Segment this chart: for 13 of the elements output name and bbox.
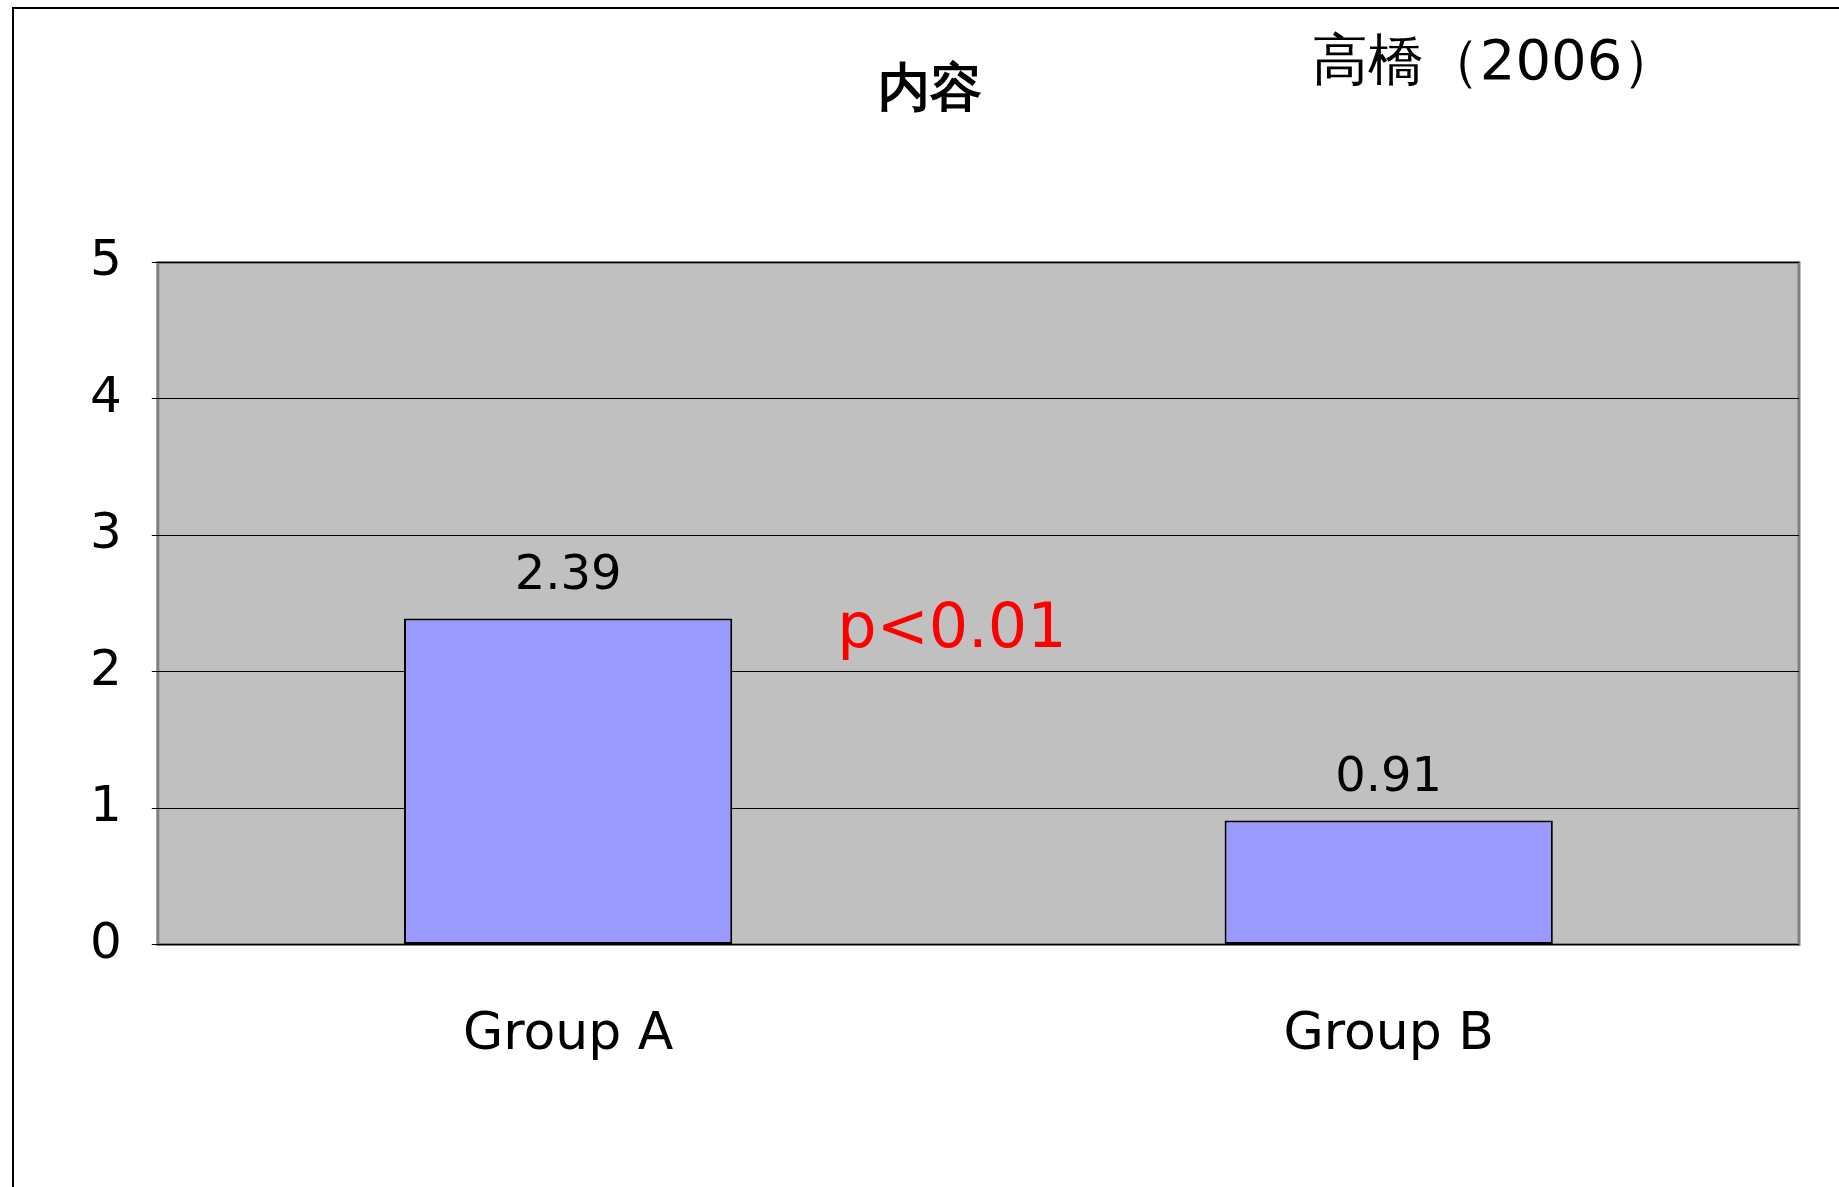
data-label: 2.39 [514,543,622,600]
y-tick-label: 4 [90,365,122,424]
y-tick-label: 5 [90,229,122,288]
text: 高橋（2006） [1311,26,1679,92]
y-tick-label: 0 [90,911,122,970]
y-tick-label: 2 [90,638,122,697]
y-tick-label: 3 [90,502,122,561]
y-tick-label: 1 [90,775,122,834]
x-tick-label: Group A [462,1001,674,1062]
data-label: 0.91 [1335,745,1443,802]
chart-title: 内容 [877,56,982,117]
x-tick-label: Group B [1283,1001,1494,1062]
annotation: p<0.01 [837,589,1067,663]
